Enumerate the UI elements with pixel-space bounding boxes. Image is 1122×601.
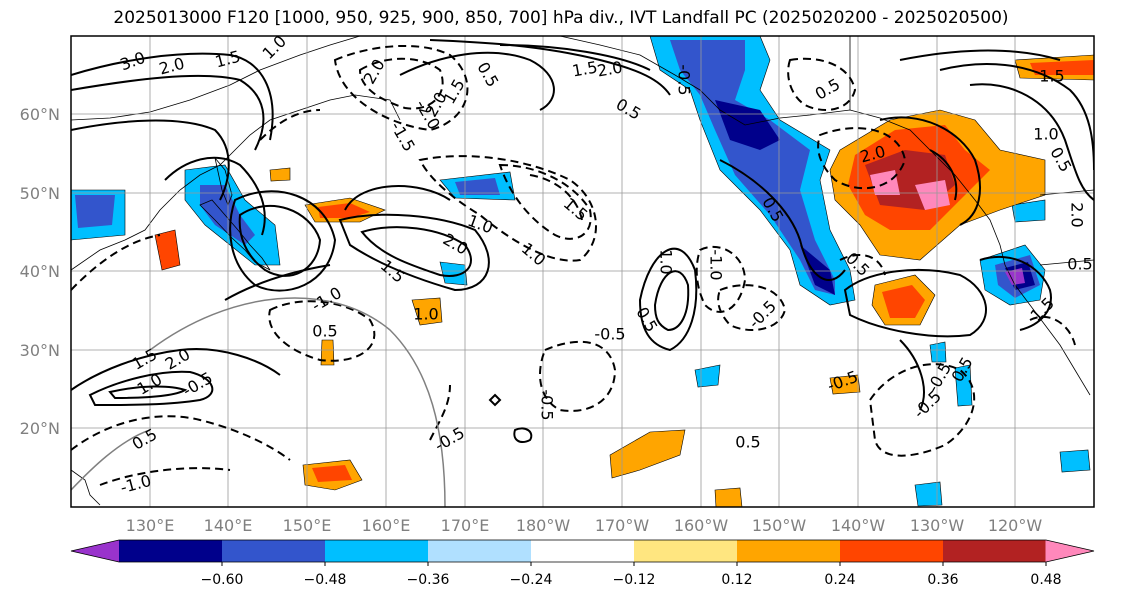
colorbar-tick-label: −0.12 [613, 572, 656, 588]
lat-label-30: 30°N [20, 341, 60, 360]
lat-label-20: 20°N [20, 419, 60, 438]
colorbar-tick-label: 0.12 [721, 572, 752, 588]
lat-label-50: 50°N [20, 184, 60, 203]
lon-label-140w: 140°W [831, 516, 886, 535]
map-title: 2025013000 F120 [1000, 950, 925, 900, 85… [113, 8, 1009, 28]
colorbar-segment [119, 540, 223, 562]
lon-label-170w: 170°W [595, 516, 650, 535]
lat-label-60: 60°N [20, 105, 60, 124]
colorbar-tick-label: 0.48 [1030, 572, 1061, 588]
lon-label-150e: 150°E [283, 516, 332, 535]
contour-label: -0.5 [538, 389, 557, 420]
contour-label: -0.5 [675, 64, 694, 95]
lon-label-130w: 130°W [910, 516, 965, 535]
colorbar-tick-label: −0.48 [304, 572, 347, 588]
lat-label-40: 40°N [20, 262, 60, 281]
contour-label: 1.0 [1033, 125, 1058, 144]
colorbar-ticks: −0.60 −0.48 −0.36 −0.24 −0.12 0.12 0.24 0.36 0.4… [201, 562, 1062, 588]
colorbar [70, 539, 1095, 563]
contour-label: 0.5 [1067, 255, 1092, 274]
contour-label: 0.5 [735, 433, 760, 452]
contour-label: 2.0 [596, 57, 624, 80]
lon-label-140e: 140°E [204, 516, 253, 535]
lon-label-160e: 160°E [362, 516, 411, 535]
colorbar-tick-label: 0.36 [927, 572, 958, 588]
colorbar-outline [70, 539, 1095, 563]
colorbar-tick-label: −0.36 [407, 572, 450, 588]
colorbar-segment [840, 540, 944, 562]
contour-label: 2.0 [1068, 202, 1087, 227]
colorbar-segment [634, 540, 738, 562]
contour-label: 1.0 [413, 305, 438, 324]
lon-label-170e: 170°E [441, 516, 490, 535]
lon-label-130e: 130°E [126, 516, 175, 535]
lon-label-150w: 150°W [752, 516, 807, 535]
dashed-contours [71, 44, 1076, 486]
solid-contours [71, 39, 1094, 443]
great-circle-arc [149, 297, 446, 507]
colorbar-segment [737, 540, 841, 562]
lon-label-120w: 120°W [988, 516, 1043, 535]
contour-label: 1.5 [571, 57, 599, 80]
colorbar-segment [531, 540, 635, 562]
graticule [71, 36, 1094, 507]
colorbar-segment [325, 540, 429, 562]
lon-label-180w: 180°W [516, 516, 571, 535]
colorbar-tick-label: −0.60 [201, 572, 244, 588]
contour-label: 0.5 [312, 322, 337, 341]
map-border [70, 35, 1095, 508]
colorbar-segment [428, 540, 532, 562]
colorbar-extend-max [1045, 540, 1094, 562]
contour-label: -1.0 [707, 249, 726, 280]
colorbar-extend-min [71, 540, 120, 562]
contour-label: 1.5 [1039, 67, 1064, 86]
colorbar-tick-label: −0.24 [510, 572, 553, 588]
colorbar-segment [222, 540, 326, 562]
lon-label-160w: 160°W [674, 516, 729, 535]
colorbar-segment [943, 540, 1047, 562]
contour-label: 1.0 [657, 249, 676, 274]
contour-label: -0.5 [594, 325, 625, 344]
colorbar-tick-label: 0.24 [824, 572, 855, 588]
